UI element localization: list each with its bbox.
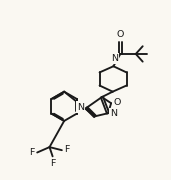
Text: O: O <box>113 98 121 107</box>
Text: F: F <box>50 159 55 168</box>
Text: N: N <box>110 109 117 118</box>
Text: O: O <box>117 30 124 39</box>
Text: N: N <box>77 103 84 112</box>
Text: N: N <box>111 54 118 63</box>
Text: F: F <box>64 145 70 154</box>
Text: F: F <box>29 148 34 157</box>
